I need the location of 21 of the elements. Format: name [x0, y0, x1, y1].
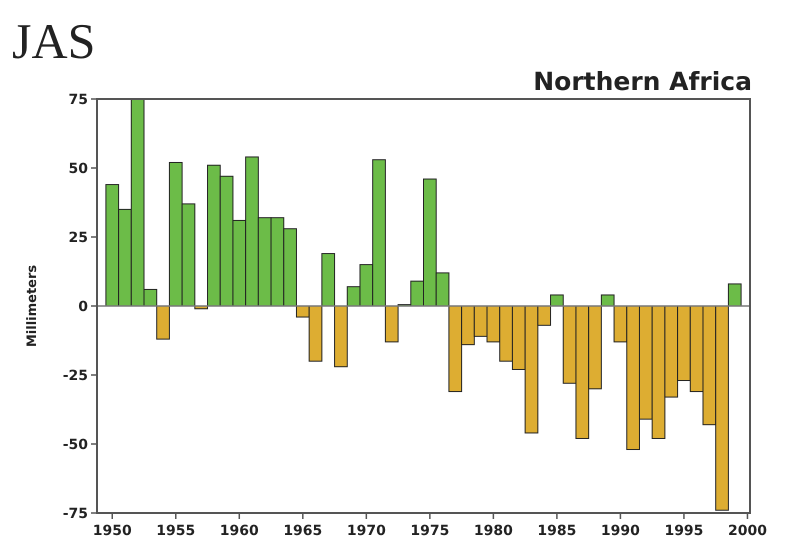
y-tick-label: -50: [62, 436, 88, 453]
x-tick-label: 1970: [346, 523, 386, 539]
chart-subtitle: Northern Africa: [533, 67, 752, 96]
y-tick-label: 25: [68, 230, 88, 246]
x-tick-label: 1960: [220, 523, 260, 539]
x-tick-label: 1975: [410, 523, 450, 539]
y-axis-title: Millimeters: [25, 264, 40, 348]
y-tick-label: 75: [68, 92, 88, 108]
x-tick-label: 1985: [537, 523, 576, 539]
y-tick-label: -25: [62, 368, 88, 384]
x-tick-label: 1990: [600, 523, 640, 539]
x-tick-label: 1965: [283, 523, 322, 539]
x-tick-label: 2000: [728, 523, 768, 539]
x-tick-label: 1955: [156, 523, 196, 539]
x-tick-label: 1980: [474, 523, 514, 539]
x-tick-label: 1950: [92, 523, 132, 539]
y-tick-label: 50: [68, 160, 88, 177]
chart-title: JAS: [12, 13, 96, 69]
y-tick-label: -75: [62, 506, 88, 522]
x-tick-label: 1995: [664, 523, 704, 539]
y-tick-label: 0: [78, 298, 88, 315]
